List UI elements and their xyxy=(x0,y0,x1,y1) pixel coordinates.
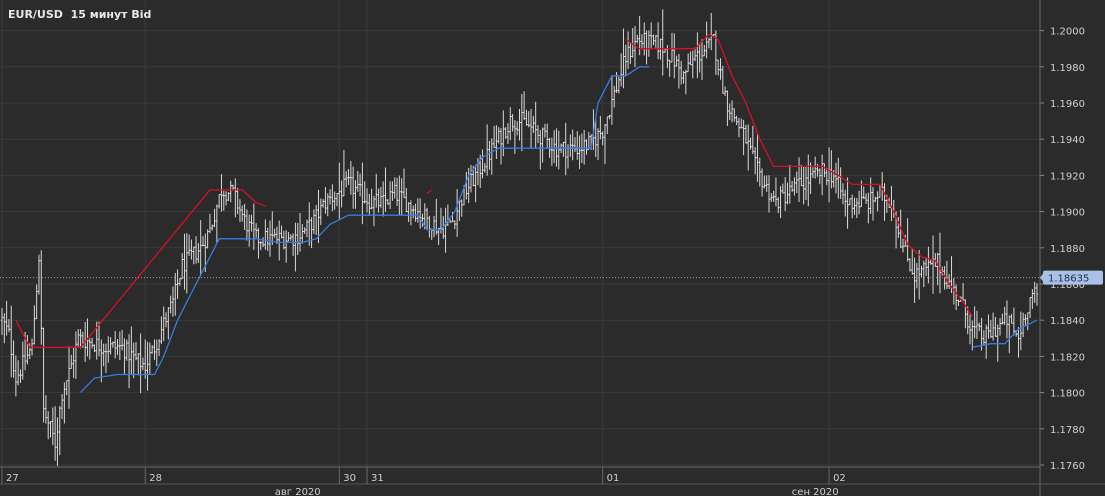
y-tick-label: 1.1920 xyxy=(1050,171,1085,182)
upper-band-line xyxy=(426,189,433,195)
x-month-label: сен 2020 xyxy=(792,487,839,496)
y-tick-label: 1.1760 xyxy=(1050,461,1085,472)
y-tick-label: 1.1800 xyxy=(1050,389,1085,400)
current-price-label: 1.18635 xyxy=(1048,274,1089,285)
x-month-label: авг 2020 xyxy=(275,487,321,496)
x-day-label: 30 xyxy=(343,473,356,484)
lower-band-line xyxy=(972,319,1038,348)
y-tick-label: 1.1940 xyxy=(1050,135,1085,146)
lower-band-line xyxy=(80,66,649,394)
y-tick-label: 1.1900 xyxy=(1050,208,1085,219)
y-tick-label: 1.1880 xyxy=(1050,244,1085,255)
x-day-label: 02 xyxy=(833,473,846,484)
upper-band-line xyxy=(625,33,973,317)
y-tick-label: 1.1820 xyxy=(1050,352,1085,363)
y-tick-label: 1.1780 xyxy=(1050,425,1085,436)
y-tick-label: 1.1840 xyxy=(1050,316,1085,327)
y-tick-label: 1.2000 xyxy=(1050,27,1085,38)
current-price-tag-arrow xyxy=(1040,272,1044,283)
ohlc-bars xyxy=(0,9,1039,466)
chart-title: EUR/USD 15 минут Bid xyxy=(8,8,152,21)
current-price-tag xyxy=(1043,270,1103,285)
x-day-label: 01 xyxy=(607,473,620,484)
x-day-label: 31 xyxy=(371,473,384,484)
y-tick-label: 1.1960 xyxy=(1050,99,1085,110)
x-day-label: 27 xyxy=(6,473,19,484)
y-tick-label: 1.1980 xyxy=(1050,63,1085,74)
y-tick-label: 1.1860 xyxy=(1050,280,1085,291)
x-day-label: 28 xyxy=(149,473,162,484)
upper-band-line xyxy=(15,189,266,348)
